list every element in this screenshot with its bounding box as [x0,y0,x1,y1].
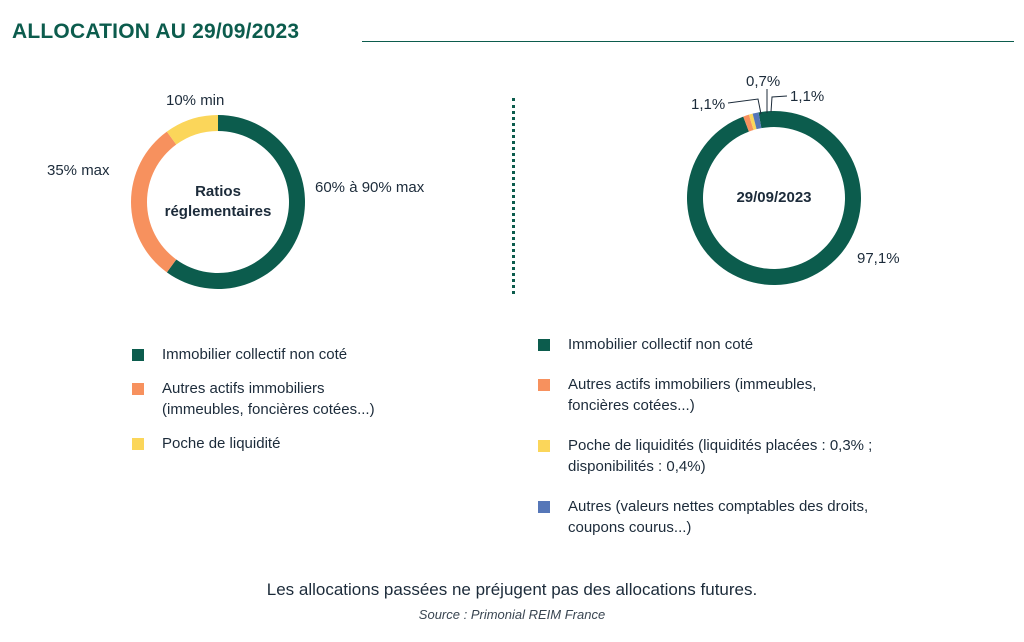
legend-item-autres: Autres (valeurs nettes comptables des dr… [538,496,978,538]
legend-swatch [132,438,144,450]
donut2-label-autres-actifs: 1,1% [691,96,726,113]
source-credit: Source : Primonial REIM France [418,607,606,622]
donut1-slice-1 [130,131,177,273]
legend-text-line2: coupons courus...) [568,519,692,536]
legend-item-autres-actifs: Autres actifs immobiliers (immeubles, fo… [538,374,978,416]
legend-swatch [538,339,550,351]
legend-item-liquidite: Poche de liquidité [132,433,472,454]
donut1-center-line1: Ratios [195,183,241,200]
legend-ratios: Immobilier collectif non coté Autres act… [132,344,472,454]
page-title: ALLOCATION AU 29/09/2023 [12,20,300,43]
title-divider [362,41,1014,42]
legend-swatch [538,379,550,391]
legend-item-liquidite: Poche de liquidités (liquidités placées … [538,435,978,477]
donut2-slice-2 [748,113,757,131]
leader-line-autres-actifs [727,98,762,115]
legend-text: Immobilier collectif non coté [568,336,754,353]
legend-text-line1: Autres actifs immobiliers (immeubles, [568,376,817,393]
donut1-label-liquidite: 10% min [166,92,225,109]
legend-text: Immobilier collectif non coté [162,346,348,363]
donut2-slice-1 [743,114,754,132]
donut2-slice-3 [752,112,762,130]
allocation-donut-chart [687,111,861,285]
disclaimer-note: Les allocations passées ne préjugent pas… [266,580,758,599]
legend-allocation: Immobilier collectif non coté Autres act… [538,334,978,538]
donut1-slice-0 [166,115,305,289]
legend-swatch [132,349,144,361]
donut2-label-liquidite: 0,7% [746,73,781,90]
legend-text-line2: (immeubles, foncières cotées...) [162,401,375,418]
donut2-label-immobilier: 97,1% [857,250,900,267]
legend-swatch [538,440,550,452]
legend-swatch [538,501,550,513]
donut1-center-label: Ratios réglementaires [130,182,306,222]
donut1-label-autres-actifs: 35% max [47,162,110,179]
legend-swatch [132,383,144,395]
legend-text-line1: Autres (valeurs nettes comptables des dr… [568,498,869,515]
donut2-center-label: 29/09/2023 [736,189,812,206]
donut1-label-immobilier: 60% à 90% max [315,179,425,196]
donut1-center-line2: réglementaires [164,203,272,220]
donut2-label-autres: 1,1% [790,88,825,105]
legend-text: Poche de liquidité [162,435,281,452]
legend-text-line2: foncières cotées...) [568,397,695,414]
legend-item-immobilier: Immobilier collectif non coté [538,334,978,355]
leader-line-autres [770,95,788,113]
vertical-dotted-divider [512,98,515,294]
ratios-donut-chart [130,115,305,289]
legend-text-line1: Poche de liquidités (liquidités placées … [568,437,873,454]
legend-text-line2: disponibilités : 0,4%) [568,458,706,475]
donut1-slice-2 [166,115,218,145]
legend-text-line1: Autres actifs immobiliers [162,380,325,397]
legend-item-immobilier: Immobilier collectif non coté [132,344,472,365]
legend-item-autres-actifs: Autres actifs immobiliers (immeubles, fo… [132,378,472,420]
